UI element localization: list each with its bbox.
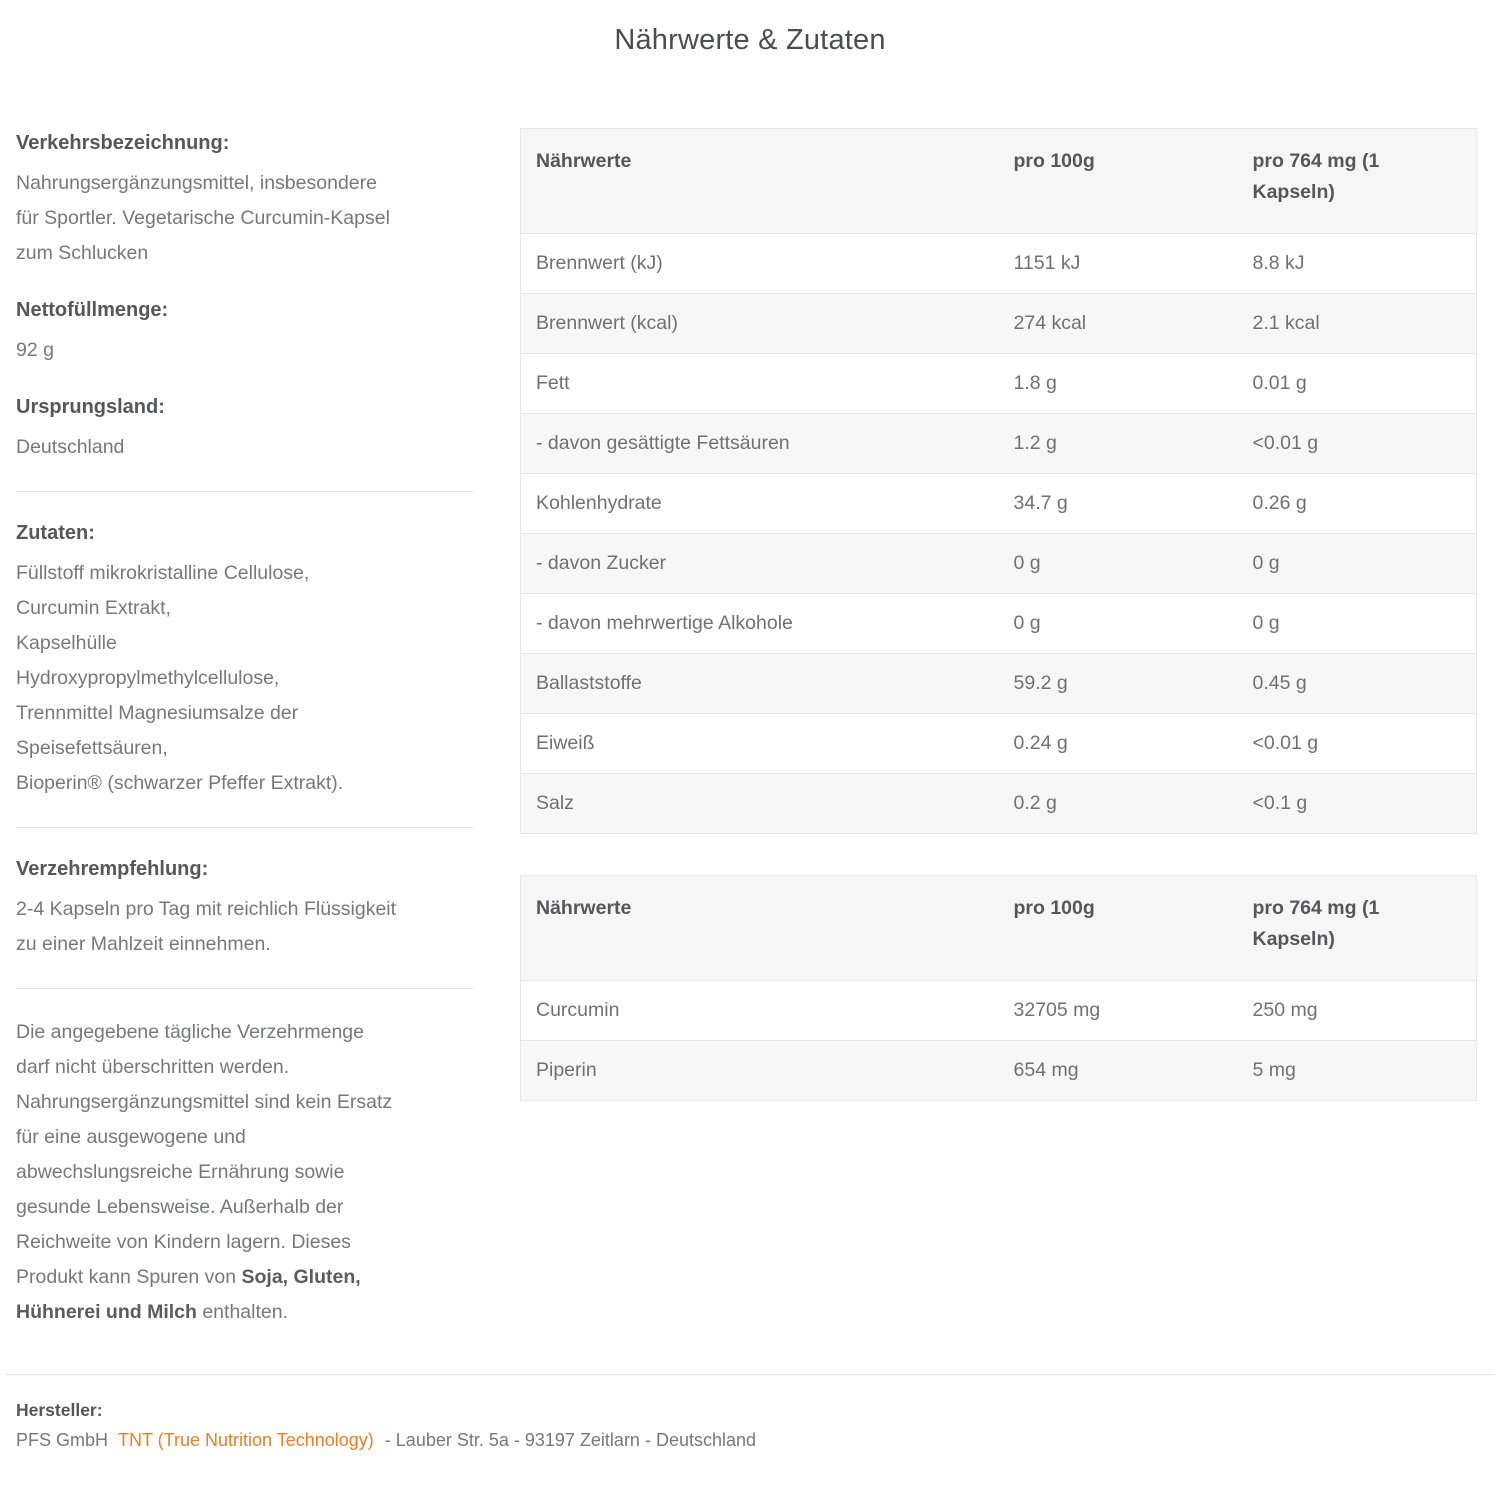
ursprungsland-heading: Ursprungsland: [16, 396, 165, 418]
table-row: Piperin 654 mg 5 mg [520, 1040, 1477, 1101]
row-value-100g: 1.8 g [1013, 372, 1057, 394]
row-label: Salz [536, 792, 574, 814]
row-value-kapsel: 250 mg [1252, 999, 1318, 1021]
verkehrsbezeichnung-heading: Verkehrsbezeichnung: [16, 132, 230, 154]
nettofuellmenge-heading: Nettofüllmenge: [16, 299, 169, 321]
hinweis-allergens: Soja, Gluten, Hühnerei und Milch [16, 1266, 361, 1323]
row-value-kapsel: 0.26 g [1252, 492, 1307, 514]
row-label: Fett [536, 372, 570, 394]
table-row: Ballaststoffe 59.2 g 0.45 g [520, 653, 1477, 714]
row-value-kapsel: 0 g [1252, 552, 1280, 574]
content-columns: Verkehrsbezeichnung: Nahrungsergänzungsm… [0, 128, 1500, 1330]
table-header-row: Nährwerte pro 100g pro 764 mg (1 Kapseln… [520, 128, 1477, 234]
nettofuellmenge-value: 92 g [16, 339, 54, 361]
row-value-kapsel: 0.01 g [1252, 372, 1307, 394]
row-label: - davon Zucker [536, 552, 667, 574]
row-value-100g: 0.2 g [1013, 792, 1057, 814]
row-value-100g: 1151 kJ [1013, 252, 1081, 274]
section-divider [16, 827, 473, 828]
column-header-pro100g: pro 100g [1013, 897, 1095, 919]
column-header-naehrwerte: Nährwerte [536, 897, 632, 919]
column-header-pro-kapsel: pro 764 mg (1 Kapseln) [1252, 150, 1380, 203]
row-label: Curcumin [536, 999, 620, 1021]
row-value-100g: 274 kcal [1013, 312, 1087, 334]
active-ingredients-table: Nährwerte pro 100g pro 764 mg (1 Kapseln… [520, 875, 1477, 1101]
verzehrempfehlung-heading: Verzehrempfehlung: [16, 858, 209, 880]
product-info-column: Verkehrsbezeichnung: Nahrungsergänzungsm… [16, 128, 473, 1330]
brand-link[interactable]: TNT (True Nutrition Technology) [118, 1430, 374, 1450]
row-value-kapsel: 8.8 kJ [1252, 252, 1305, 274]
table-row: - davon Zucker 0 g 0 g [520, 533, 1477, 594]
row-value-100g: 654 mg [1013, 1059, 1079, 1081]
table-row: - davon mehrwertige Alkohole 0 g 0 g [520, 593, 1477, 654]
company-name: PFS GmbH [16, 1430, 109, 1450]
table-row: Salz 0.2 g <0.1 g [520, 773, 1477, 834]
row-value-kapsel: 0.45 g [1252, 672, 1307, 694]
hersteller-label: Hersteller: [16, 1400, 103, 1420]
footer-divider [6, 1374, 1494, 1375]
column-header-naehrwerte: Nährwerte [536, 150, 632, 172]
row-label: - davon gesättigte Fettsäuren [536, 432, 790, 454]
hinweis-text-post: enthalten. [196, 1301, 288, 1323]
table-row: Fett 1.8 g 0.01 g [520, 353, 1477, 414]
section-divider [16, 988, 473, 989]
row-label: Kohlenhydrate [536, 492, 662, 514]
verkehrsbezeichnung-text: Nahrungsergänzungsmittel, insbesondere f… [16, 172, 390, 264]
row-value-100g: 0 g [1013, 612, 1041, 634]
column-header-pro100g: pro 100g [1013, 150, 1095, 172]
row-label: Eiweiß [536, 732, 595, 754]
zutaten-heading: Zutaten: [16, 522, 95, 544]
table-row: Kohlenhydrate 34.7 g 0.26 g [520, 473, 1477, 534]
table-row: - davon gesättigte Fettsäuren 1.2 g <0.0… [520, 413, 1477, 474]
nutrition-facts-table: Nährwerte pro 100g pro 764 mg (1 Kapseln… [520, 128, 1477, 834]
row-value-100g: 59.2 g [1013, 672, 1068, 694]
hinweis-text: Die angegebene tägliche Verzehrmenge dar… [16, 1015, 473, 1330]
table-row: Curcumin 32705 mg 250 mg [520, 980, 1477, 1041]
table-row: Brennwert (kcal) 274 kcal 2.1 kcal [520, 293, 1477, 354]
column-header-pro-kapsel: pro 764 mg (1 Kapseln) [1252, 897, 1380, 950]
row-value-kapsel: 2.1 kcal [1252, 312, 1320, 334]
row-value-kapsel: 0 g [1252, 612, 1280, 634]
row-value-100g: 0 g [1013, 552, 1041, 574]
row-label: - davon mehrwertige Alkohole [536, 612, 793, 634]
table-header-row: Nährwerte pro 100g pro 764 mg (1 Kapseln… [520, 875, 1477, 981]
row-value-kapsel: <0.01 g [1252, 732, 1319, 754]
row-value-100g: 0.24 g [1013, 732, 1068, 754]
zutaten-text: Füllstoff mikrokristalline Cellulose, Cu… [16, 562, 344, 794]
manufacturer-footer: Hersteller: PFS GmbH TNT (True Nutrition … [0, 1375, 1500, 1455]
row-label: Piperin [536, 1059, 597, 1081]
verzehrempfehlung-text: 2-4 Kapseln pro Tag mit reichlich Flüssi… [16, 898, 397, 955]
table-row: Eiweiß 0.24 g <0.01 g [520, 713, 1477, 774]
row-value-kapsel: <0.1 g [1252, 792, 1308, 814]
row-label: Ballaststoffe [536, 672, 642, 694]
nutrition-column: Nährwerte pro 100g pro 764 mg (1 Kapseln… [520, 128, 1477, 1330]
manufacturer-address: - Lauber Str. 5a - 93197 Zeitlarn - Deut… [384, 1430, 757, 1450]
ursprungsland-value: Deutschland [16, 436, 125, 458]
table-row: Brennwert (kJ) 1151 kJ 8.8 kJ [520, 233, 1477, 294]
manufacturer-line: PFS GmbH TNT (True Nutrition Technology) … [16, 1430, 756, 1450]
row-value-kapsel: <0.01 g [1252, 432, 1319, 454]
row-value-100g: 34.7 g [1013, 492, 1068, 514]
hinweis-text-pre: Die angegebene tägliche Verzehrmenge dar… [16, 1021, 393, 1288]
row-value-100g: 32705 mg [1013, 999, 1101, 1021]
table-gap [520, 834, 1477, 875]
page-title: Nährwerte & Zutaten [614, 24, 886, 56]
row-label: Brennwert (kcal) [536, 312, 678, 334]
row-value-kapsel: 5 mg [1252, 1059, 1296, 1081]
section-divider [16, 491, 473, 492]
row-value-100g: 1.2 g [1013, 432, 1057, 454]
row-label: Brennwert (kJ) [536, 252, 663, 274]
